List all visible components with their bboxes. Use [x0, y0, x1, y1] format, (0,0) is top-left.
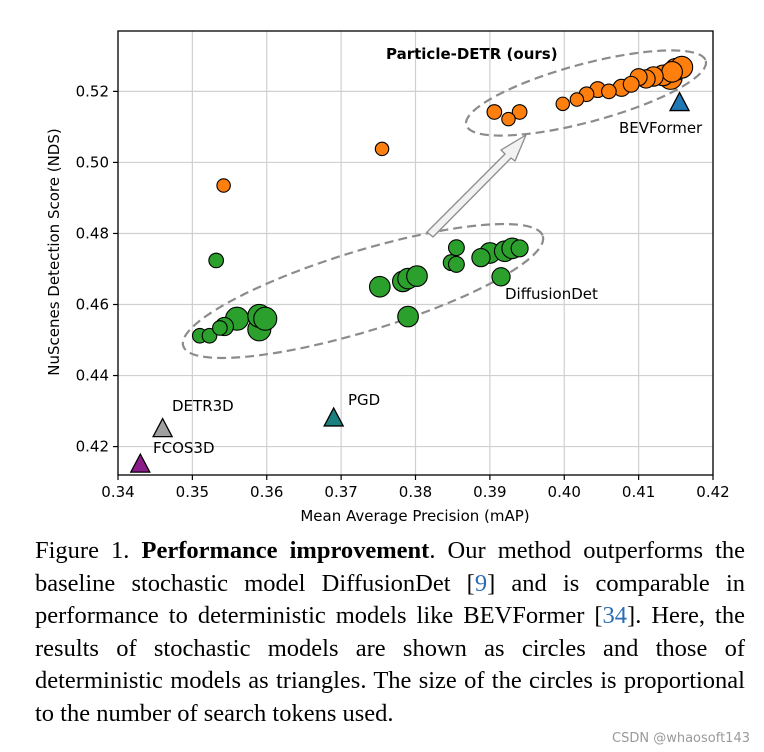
- diffusiondet-point: [491, 267, 511, 287]
- diffusiondet-point: [201, 327, 218, 344]
- diffusiondet-point: [212, 320, 228, 336]
- figure-caption: Figure 1. Performance improvement. Our m…: [35, 535, 745, 730]
- diffusiondet-cluster-ellipse: [181, 222, 545, 360]
- particle-detr-point: [501, 111, 516, 127]
- y-tick-label: 0.46: [76, 296, 109, 314]
- diffusiondet-point: [510, 239, 529, 258]
- y-tick-label: 0.44: [76, 367, 109, 385]
- x-tick-label: 0.35: [176, 483, 209, 501]
- caption-text-2: ] and is comparable in performance to de…: [35, 569, 746, 630]
- x-tick-label: 0.40: [548, 483, 581, 501]
- fcos3d-label: FCOS3D: [153, 439, 215, 457]
- caption-title: Performance improvement: [141, 537, 430, 564]
- caption-text-1: . Our method outperforms the baseline st…: [35, 537, 746, 597]
- diffusiondet-label: DiffusionDet: [505, 285, 598, 303]
- diffusiondet-point: [397, 305, 419, 328]
- diffusiondet-point: [447, 255, 465, 273]
- diffusiondet-point: [253, 306, 278, 331]
- diffusiondet-point: [208, 252, 225, 269]
- caption-ref-2[interactable]: 34: [602, 602, 628, 629]
- x-tick-label: 0.41: [622, 483, 655, 501]
- x-tick-label: 0.37: [324, 483, 357, 501]
- pgd-label: PGD: [348, 391, 380, 409]
- x-tick-label: 0.42: [696, 483, 729, 501]
- caption-figure-number: Figure 1.: [35, 537, 130, 564]
- y-tick-label: 0.42: [76, 438, 109, 456]
- diffusiondet-point: [406, 265, 428, 287]
- y-tick-label: 0.50: [76, 153, 109, 171]
- detr3d-label: DETR3D: [172, 397, 234, 415]
- axis-ticks: 0.34 0.35 0.36 0.37 0.38 0.39 0.40 0.41 0.42 0.42…: [76, 82, 730, 501]
- improvement-arrow: [426, 134, 527, 238]
- scatter-plot: 0.34 0.35 0.36 0.37 0.38 0.39 0.40 0.41 0.42 0.42…: [45, 30, 730, 525]
- y-axis-label: NuScenes Detection Score (NDS): [45, 128, 63, 375]
- x-tick-label: 0.34: [101, 483, 134, 501]
- diffusiondet-point: [368, 275, 391, 298]
- particle-detr-label: Particle-DETR (ours): [386, 45, 558, 63]
- pgd-triangle: [323, 406, 345, 427]
- fcos3d-triangle: [129, 452, 151, 473]
- bevformer-label: BEVFormer: [619, 119, 703, 137]
- particle-detr-point: [601, 83, 617, 100]
- x-tick-label: 0.38: [399, 483, 432, 501]
- diffusiondet-point: [447, 239, 465, 257]
- annotations: Particle-DETR (ours) DiffusionDet BEVFor…: [45, 45, 703, 525]
- figure: 0.34 0.35 0.36 0.37 0.38 0.39 0.40 0.41 0.42 0.42…: [45, 30, 730, 525]
- detr3d-triangle: [152, 417, 174, 438]
- caption-text-3: ]. Here, the results of stochastic model…: [35, 602, 745, 727]
- particle-detr-point: [511, 104, 528, 120]
- particle-detr-point: [622, 75, 640, 93]
- particle-detr-point: [661, 60, 683, 83]
- particle-detr-point: [569, 92, 585, 107]
- bevformer-triangle: [668, 91, 691, 112]
- y-tick-label: 0.52: [76, 82, 109, 100]
- particle-detr-point: [216, 178, 231, 193]
- diffusiondet-point: [471, 247, 491, 268]
- particle-detr-point: [374, 141, 390, 157]
- watermark: CSDN @whaosoft143: [612, 731, 750, 746]
- x-tick-label: 0.39: [473, 483, 506, 501]
- data-marks: [129, 55, 694, 473]
- caption-ref-1[interactable]: 9: [474, 569, 488, 597]
- particle-detr-point: [555, 96, 571, 112]
- particle-detr-point: [486, 104, 503, 120]
- x-tick-label: 0.36: [250, 483, 283, 501]
- y-tick-label: 0.48: [76, 224, 109, 242]
- x-axis-label: Mean Average Precision (mAP): [300, 507, 529, 525]
